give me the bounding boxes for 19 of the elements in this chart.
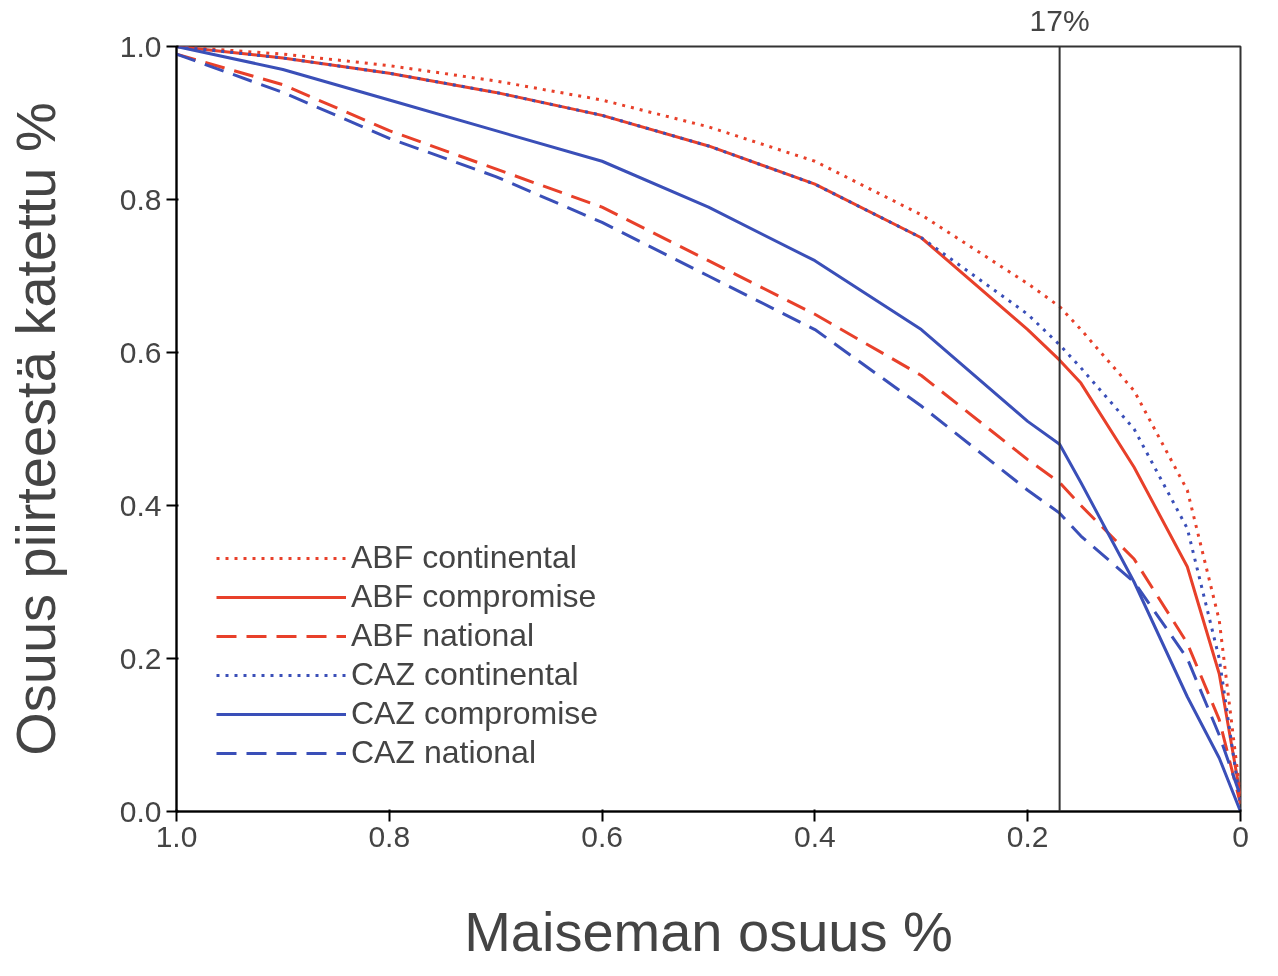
y-tick-label: 0.8 — [119, 182, 162, 216]
x-tick-label: 0 — [1232, 819, 1249, 853]
legend-label: CAZ national — [351, 734, 536, 771]
ref-line-label: 17% — [1029, 3, 1090, 37]
legend-label: ABF compromise — [351, 578, 597, 615]
x-tick-label: 0.2 — [1006, 819, 1049, 853]
x-tick-label: 0.4 — [794, 819, 836, 853]
legend-label: ABF national — [351, 617, 535, 654]
y-tick-label: 1.0 — [119, 29, 162, 63]
y-tick-label: 0.4 — [119, 488, 162, 522]
x-tick-label: 0.6 — [581, 819, 623, 853]
y-tick-label: 0.6 — [119, 335, 162, 369]
y-axis-title: Osuus piirteestä katettu % — [3, 102, 67, 756]
legend-label: CAZ continental — [351, 656, 579, 693]
legend-label: CAZ compromise — [351, 695, 599, 732]
legend-label: ABF continental — [351, 539, 577, 576]
x-axis-title: Maiseman osuus % — [464, 899, 953, 963]
x-tick-label: 0.8 — [368, 819, 411, 853]
y-tick-label: 0.2 — [119, 641, 162, 675]
